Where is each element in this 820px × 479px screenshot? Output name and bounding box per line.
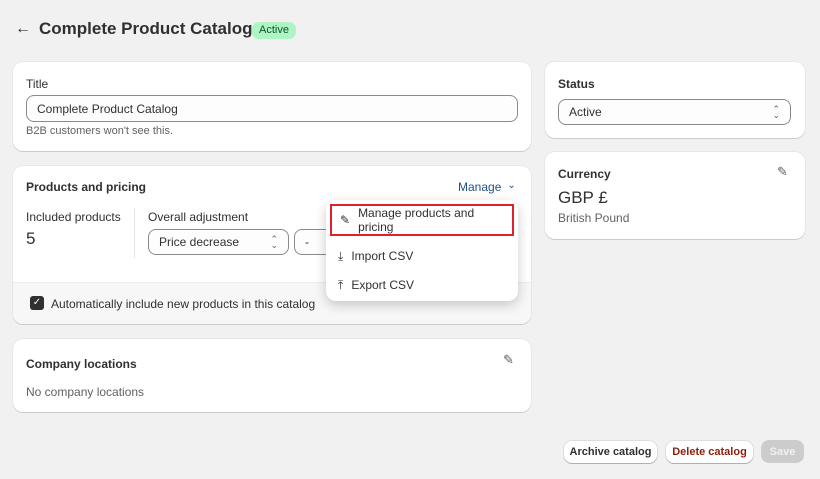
products-heading: Products and pricing [26, 180, 147, 194]
upload-icon: ⤒ [338, 277, 344, 292]
back-button[interactable]: ← [15, 20, 31, 37]
locations-empty-text: No company locations [26, 385, 145, 399]
locations-heading: Company locations [26, 357, 137, 371]
status-badge: Active [252, 22, 296, 39]
menu-item-manage-products[interactable]: ✎ Manage products and pricing [330, 204, 514, 236]
menu-item-label: Manage products and pricing [358, 206, 475, 234]
status-select[interactable]: Active ⌃ ⌄ [558, 99, 791, 125]
currency-card: Currency ✎ GBP £ British Pound [545, 152, 805, 239]
manage-dropdown-menu: ✎ Manage products and pricing ⤓ Import C… [326, 200, 518, 301]
company-locations-card: Company locations ✎ No company locations [13, 339, 531, 412]
auto-include-label: Automatically include new products in th… [51, 297, 316, 311]
pencil-icon: ✎ [340, 213, 351, 227]
auto-include-checkbox[interactable]: ✓ [30, 296, 44, 310]
title-input[interactable]: Complete Product Catalog [26, 95, 518, 122]
select-chevron-icon: ⌃ ⌄ [772, 104, 780, 120]
adjustment-type-value: Price decrease [159, 235, 240, 249]
currency-label: Currency [558, 167, 611, 181]
adjustment-type-select[interactable]: Price decrease ⌃ ⌄ [148, 229, 289, 255]
title-card: Title Complete Product Catalog B2B custo… [13, 62, 531, 151]
included-products-label: Included products [26, 210, 121, 224]
delete-catalog-button[interactable]: Delete catalog [666, 441, 753, 463]
divider [134, 208, 135, 258]
download-icon: ⤓ [338, 248, 344, 263]
menu-item-label: Import CSV [351, 249, 414, 263]
menu-item-import-csv[interactable]: ⤓ Import CSV [330, 240, 514, 272]
adjustment-label: Overall adjustment [148, 210, 249, 224]
menu-item-label: Export CSV [351, 278, 415, 292]
chevron-down-icon: ⌄ [507, 180, 516, 191]
currency-name: British Pound [558, 211, 630, 225]
menu-item-export-csv[interactable]: ⤒ Export CSV [330, 269, 514, 301]
edit-currency-pencil-icon[interactable]: ✎ [777, 164, 788, 179]
currency-code: GBP £ [558, 188, 608, 207]
save-button[interactable]: Save [761, 440, 804, 463]
status-card: Status Active ⌃ ⌄ [545, 62, 805, 138]
select-chevron-icon: ⌃ ⌄ [270, 234, 278, 250]
title-help-text: B2B customers won't see this. [26, 125, 173, 137]
archive-catalog-button[interactable]: Archive catalog [564, 441, 657, 463]
manage-button[interactable]: Manage ⌄ [458, 180, 516, 194]
status-label: Status [558, 77, 595, 91]
manage-label: Manage [458, 180, 502, 194]
edit-locations-pencil-icon[interactable]: ✎ [503, 352, 514, 367]
title-label: Title [26, 77, 49, 91]
page-title: Complete Product Catalog [39, 19, 253, 38]
status-value: Active [569, 105, 602, 119]
included-products-count: 5 [26, 229, 36, 248]
